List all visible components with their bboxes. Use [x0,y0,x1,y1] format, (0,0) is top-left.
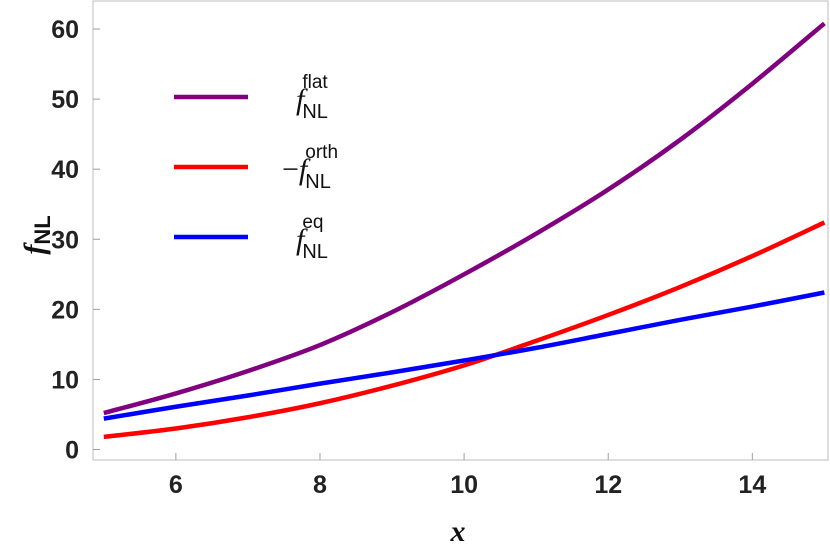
legend-sup: eq [302,212,323,233]
y-axis-label: fNL [18,215,55,254]
y-axis-label-sub: NL [30,215,55,244]
legend-prefix: − [282,153,299,186]
x-axis: 6 8 10 12 14 [169,453,766,499]
legend-item-eq: feq NL [174,212,328,263]
y-axis: 0 10 20 30 40 50 60 [51,16,100,464]
legend-sub: NL [302,101,328,123]
y-tick-label: 50 [51,86,79,114]
legend-sup: flat [302,72,328,93]
x-tick-label: 12 [594,471,622,499]
y-tick-label: 60 [51,16,79,44]
legend-sup: orth [305,142,338,163]
y-tick-label: 20 [51,296,79,324]
series-line-orth [103,220,826,440]
x-tick-label: 10 [450,471,478,499]
legend-sub: NL [305,171,331,193]
y-tick-label: 0 [65,436,79,464]
x-axis-label: x [450,515,466,548]
series-line-eq [103,290,825,421]
legend-label-flat: fflat NL [296,72,328,123]
y-tick-label: 10 [51,366,79,394]
series-line-flat [103,21,826,416]
series-group [103,21,826,440]
x-tick-label: 6 [169,471,183,499]
svg-text:fNL: fNL [18,215,55,254]
y-axis-label-main: f [18,242,51,255]
legend-sub: NL [302,241,328,263]
y-tick-label: 30 [51,226,79,254]
x-tick-label: 14 [738,471,766,499]
plot-frame [92,0,829,461]
legend-item-flat: fflat NL [174,72,328,123]
legend-label-orth: −forth NL [282,142,338,193]
y-tick-label: 40 [51,156,79,184]
legend-item-orth: −forth NL [174,142,338,193]
x-tick-label: 8 [313,471,327,499]
legend-label-eq: feq NL [296,212,328,263]
